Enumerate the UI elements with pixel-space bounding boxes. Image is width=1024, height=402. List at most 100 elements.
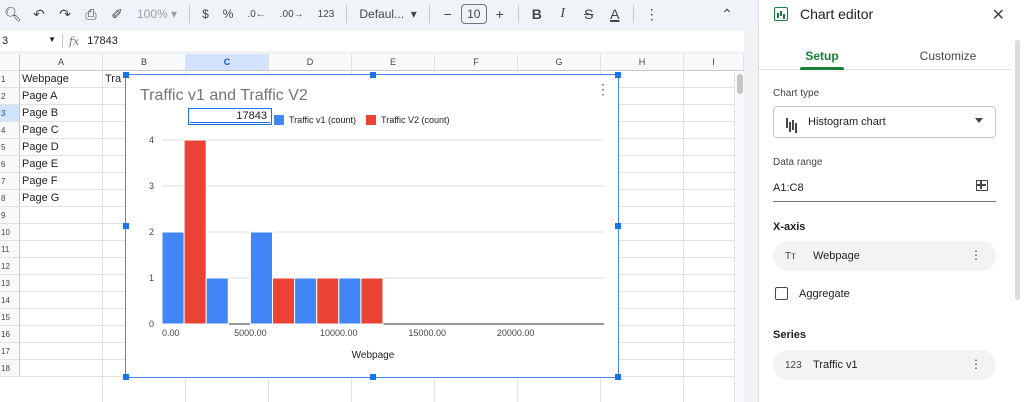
histogram-chart[interactable]: Traffic v1 and Traffic V2 ⋮ 0 1 2 3 4 0.00 500… — [123, 72, 621, 380]
xaxis-chip[interactable]: Tт Webpage ⋮ — [773, 241, 996, 271]
zoom-select[interactable]: 100% ▾ — [137, 7, 178, 21]
column-header-a[interactable]: A — [20, 54, 103, 71]
print-icon[interactable]: ⎙ — [85, 5, 97, 22]
row-header-3[interactable]: 3 — [0, 105, 20, 122]
resize-handle[interactable] — [123, 223, 129, 229]
redo-icon[interactable]: ↷ — [59, 5, 71, 22]
row-header-1[interactable]: 1 — [0, 71, 20, 88]
more-vert-icon[interactable]: ⋮ — [970, 357, 982, 371]
row-header-6[interactable]: 6 — [0, 156, 20, 173]
row-header-12[interactable]: 12 — [0, 258, 20, 275]
toolbar-divider — [428, 5, 430, 23]
font-family-select[interactable]: Defaul... ▾ — [359, 7, 417, 21]
row-header-18[interactable]: 18 — [0, 360, 20, 377]
aggregate-checkbox[interactable] — [775, 287, 788, 300]
increase-font-size-button[interactable]: + — [495, 6, 504, 22]
resize-handle[interactable] — [370, 374, 376, 380]
currency-format-button[interactable]: $ — [202, 7, 209, 21]
row-header-14[interactable]: 14 — [0, 292, 20, 309]
toolbar-divider — [189, 5, 191, 23]
legend-item[interactable]: Traffic V2 (count) — [366, 115, 450, 125]
select-all-corner[interactable] — [0, 54, 20, 71]
cell-a2[interactable]: Page A — [22, 90, 58, 102]
resize-handle[interactable] — [123, 72, 129, 78]
column-header-h[interactable]: H — [601, 54, 684, 71]
data-range-input[interactable]: A1:C8 — [773, 176, 996, 202]
chart-menu-icon[interactable]: ⋮ — [596, 81, 610, 97]
percent-format-button[interactable]: % — [222, 7, 234, 21]
bar-traffic-v1 — [205, 277, 229, 325]
more-vert-icon[interactable]: ⋮ — [970, 248, 982, 262]
row-header-13[interactable]: 13 — [0, 275, 20, 292]
name-box[interactable]: 3 ▼ — [0, 35, 62, 47]
undo-icon[interactable]: ↶ — [33, 5, 45, 22]
vertical-scrollbar[interactable] — [734, 72, 744, 402]
select-range-icon[interactable] — [976, 180, 988, 191]
tab-setup[interactable]: Setup — [759, 40, 885, 70]
legend-item[interactable]: Traffic v1 (count) — [274, 115, 356, 125]
column-header-c[interactable]: C — [186, 54, 269, 71]
fx-icon: fx — [69, 34, 80, 48]
caret-down-icon — [975, 118, 983, 123]
cell-a4[interactable]: Page C — [22, 124, 59, 136]
chart-legend: Traffic v1 (count) Traffic V2 (count) — [274, 115, 460, 125]
panel-scrollbar[interactable] — [1015, 40, 1020, 300]
more-options-icon[interactable]: ⋮ — [644, 5, 659, 22]
chart-title[interactable]: Traffic v1 and Traffic V2 — [140, 87, 308, 104]
row-header-8[interactable]: 8 — [0, 190, 20, 207]
resize-handle[interactable] — [370, 72, 376, 78]
more-formats-button[interactable]: 123 — [317, 8, 335, 20]
column-header-d[interactable]: D — [269, 54, 352, 71]
row-header-5[interactable]: 5 — [0, 139, 20, 156]
x-axis-title: Webpage — [351, 350, 395, 361]
row-header-7[interactable]: 7 — [0, 173, 20, 190]
row-header-11[interactable]: 11 — [0, 241, 20, 258]
row-header-15[interactable]: 15 — [0, 309, 20, 326]
series-chip[interactable]: 123 Traffic v1 ⋮ — [773, 350, 996, 380]
search-icon[interactable]: 🔍︎ — [4, 5, 22, 22]
cell-a6[interactable]: Page E — [22, 158, 59, 170]
row-header-4[interactable]: 4 — [0, 122, 20, 139]
column-header-b[interactable]: B — [103, 54, 186, 71]
y-tick-label: 0 — [149, 319, 154, 329]
italic-button[interactable]: I — [560, 6, 566, 21]
text-color-button[interactable]: A — [610, 6, 620, 22]
resize-handle[interactable] — [123, 374, 129, 380]
strikethrough-button[interactable]: S — [584, 6, 594, 22]
font-size-input[interactable]: 10 — [460, 4, 487, 24]
decrease-font-size-button[interactable]: − — [443, 6, 452, 22]
scrollbar-thumb[interactable] — [737, 74, 743, 94]
x-tick-label: 0.00 — [162, 328, 180, 338]
column-header-e[interactable]: E — [352, 54, 435, 71]
y-tick-label: 3 — [149, 181, 154, 191]
collapse-toolbar-icon[interactable]: ⌃ — [721, 5, 733, 22]
bold-button[interactable]: B — [531, 6, 542, 22]
tab-customize[interactable]: Customize — [919, 49, 977, 63]
cell-a5[interactable]: Page D — [22, 141, 59, 153]
resize-handle[interactable] — [615, 72, 621, 78]
row-header-2[interactable]: 2 — [0, 88, 20, 105]
close-icon[interactable]: ✕ — [991, 7, 1005, 24]
row-header-17[interactable]: 17 — [0, 343, 20, 360]
column-header-g[interactable]: G — [518, 54, 601, 71]
y-tick-label: 2 — [149, 227, 154, 237]
formula-input[interactable]: 17843 — [87, 35, 118, 47]
decrease-decimal-button[interactable]: .0← — [247, 8, 266, 20]
row-header-9[interactable]: 9 — [0, 207, 20, 224]
chart-type-select[interactable]: Histogram chart — [773, 106, 996, 138]
row-header-16[interactable]: 16 — [0, 326, 20, 343]
resize-handle[interactable] — [615, 374, 621, 380]
cell-a3[interactable]: Page B — [22, 107, 59, 119]
cell-b1[interactable]: Tra — [105, 73, 122, 85]
increase-decimal-button[interactable]: .00 → — [279, 8, 304, 20]
column-header-f[interactable]: F — [435, 54, 518, 71]
cell-a1[interactable]: Webpage — [22, 73, 69, 85]
paint-format-icon[interactable]: ✐ — [111, 5, 123, 22]
bar-traffic-v2 — [183, 139, 207, 325]
resize-handle[interactable] — [615, 223, 621, 229]
legend-edit-field[interactable]: 17843 — [188, 108, 272, 125]
column-header-i[interactable]: I — [684, 54, 744, 71]
cell-a7[interactable]: Page F — [22, 175, 58, 187]
cell-a8[interactable]: Page G — [22, 192, 60, 204]
row-header-10[interactable]: 10 — [0, 224, 20, 241]
